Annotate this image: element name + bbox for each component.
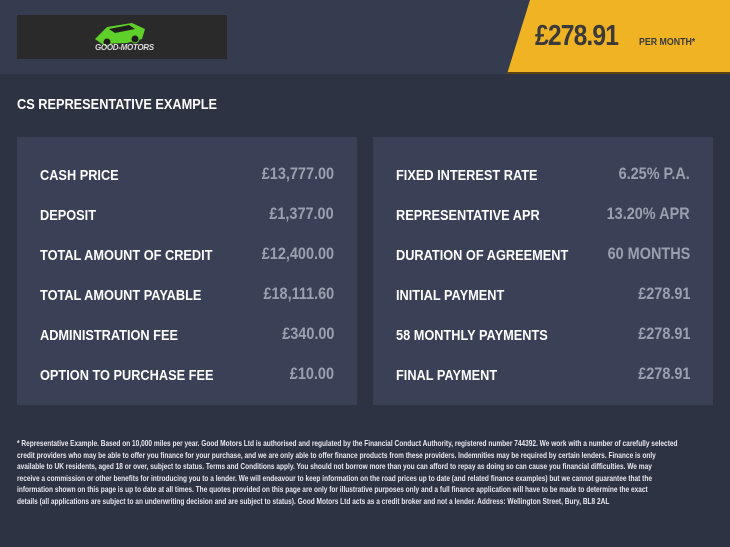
finance-row: TOTAL AMOUNT OF CREDIT £12,400.00 [40,244,334,268]
right-finance-panel: FIXED INTEREST RATE 6.25% P.A. REPRESENTAT… [373,137,713,405]
disclaimer-text: * Representative Example. Based on 10,00… [17,438,717,507]
finance-row: ADMINISTRATION FEE £340.00 [40,324,334,348]
finance-row: FINAL PAYMENT £278.91 [396,364,690,388]
monthly-price: £278.91 [535,20,619,52]
finance-row: INITIAL PAYMENT £278.91 [396,284,690,308]
row-value: £278.91 [637,364,690,383]
disclaimer-line: * Representative Example. Based on 10,00… [17,439,678,448]
row-label: 58 MONTHLY PAYMENTS [396,328,548,344]
finance-row: 58 MONTHLY PAYMENTS £278.91 [396,324,690,348]
row-label: TOTAL AMOUNT OF CREDIT [40,248,213,264]
per-month-label: PER MONTH* [639,37,696,48]
row-label: REPRESENTATIVE APR [396,208,540,224]
row-label: FINAL PAYMENT [396,368,498,384]
row-label: DURATION OF AGREEMENT [396,248,569,264]
left-finance-panel: CASH PRICE £13,777.00 DEPOSIT £1,377.00 TOTA… [17,137,357,405]
row-label: TOTAL AMOUNT PAYABLE [40,288,202,304]
row-value: £10.00 [289,364,334,383]
disclaimer-line: information shown on this page is up to … [17,485,648,494]
logo-text: GOOD-MOTORS [95,43,154,52]
disclaimer-line: available to UK residents, aged 18 or ov… [17,462,652,471]
finance-row: OPTION TO PURCHASE FEE £10.00 [40,364,334,388]
row-label: FIXED INTEREST RATE [396,168,538,184]
row-value: £1,377.00 [269,204,334,223]
finance-row: CASH PRICE £13,777.00 [40,164,334,188]
disclaimer-line: credit providers who may be able to offe… [17,450,656,460]
header: GOOD-MOTORS £278.91 PER MONTH* [0,0,730,74]
disclaimer-line: details (all applications are subject to… [17,496,610,506]
finance-row: FIXED INTEREST RATE 6.25% P.A. [396,164,690,188]
row-label: OPTION TO PURCHASE FEE [40,368,214,384]
page-title: CS REPRESENTATIVE EXAMPLE [17,96,218,113]
row-label: INITIAL PAYMENT [396,288,505,304]
row-value: £278.91 [637,284,690,303]
row-label: ADMINISTRATION FEE [40,328,178,344]
row-value: £340.00 [281,324,334,343]
row-label: CASH PRICE [40,168,119,184]
logo[interactable]: GOOD-MOTORS [17,15,227,59]
row-label: DEPOSIT [40,208,97,224]
row-value: £12,400.00 [261,244,334,263]
car-logo-icon [95,23,145,47]
finance-row: REPRESENTATIVE APR 13.20% APR [396,204,690,228]
price-banner [507,0,730,74]
finance-row: DURATION OF AGREEMENT 60 MONTHS [396,244,690,268]
finance-row: TOTAL AMOUNT PAYABLE £18,111.60 [40,284,334,308]
finance-row: DEPOSIT £1,377.00 [40,204,334,228]
disclaimer-line: receive a commission or other benefits f… [17,473,652,483]
row-value: 60 MONTHS [607,244,690,263]
row-value: £13,777.00 [261,164,334,183]
row-value: £278.91 [637,324,690,343]
row-value: £18,111.60 [263,284,334,303]
row-value: 6.25% P.A. [618,164,690,183]
row-value: 13.20% APR [606,204,690,223]
